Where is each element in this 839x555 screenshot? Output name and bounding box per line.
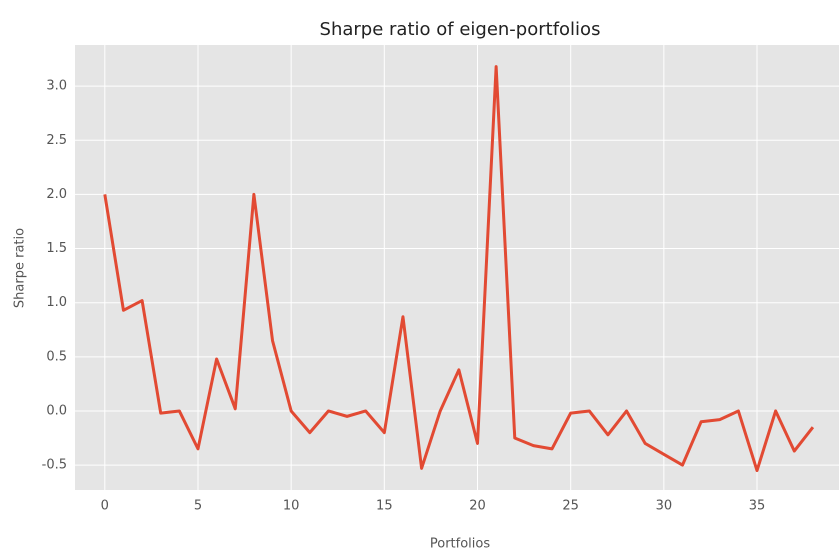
y-tick-label: 0.5 [46, 349, 67, 364]
x-tick-label: 5 [194, 499, 202, 514]
chart-title: Sharpe ratio of eigen-portfolios [320, 19, 601, 40]
y-tick-label: 1.5 [46, 241, 67, 256]
x-tick-label: 0 [101, 499, 109, 514]
x-tick-label: 20 [469, 499, 486, 514]
y-tick-label: 1.0 [46, 295, 67, 310]
y-tick-label: 2.0 [46, 187, 67, 202]
y-tick-label: 2.5 [46, 133, 67, 148]
x-tick-label: 15 [376, 499, 393, 514]
x-tick-label: 10 [283, 499, 300, 514]
y-tick-label: -0.5 [42, 458, 67, 473]
y-tick-label: 3.0 [46, 79, 67, 94]
y-axis-label: Sharpe ratio [13, 228, 28, 308]
x-tick-label: 30 [656, 499, 673, 514]
x-tick-label: 25 [562, 499, 579, 514]
plot-area [75, 45, 839, 490]
x-tick-label: 35 [749, 499, 766, 514]
y-tick-label: 0.0 [46, 403, 67, 418]
x-axis-label: Portfolios [430, 537, 490, 552]
data-line [103, 65, 815, 473]
